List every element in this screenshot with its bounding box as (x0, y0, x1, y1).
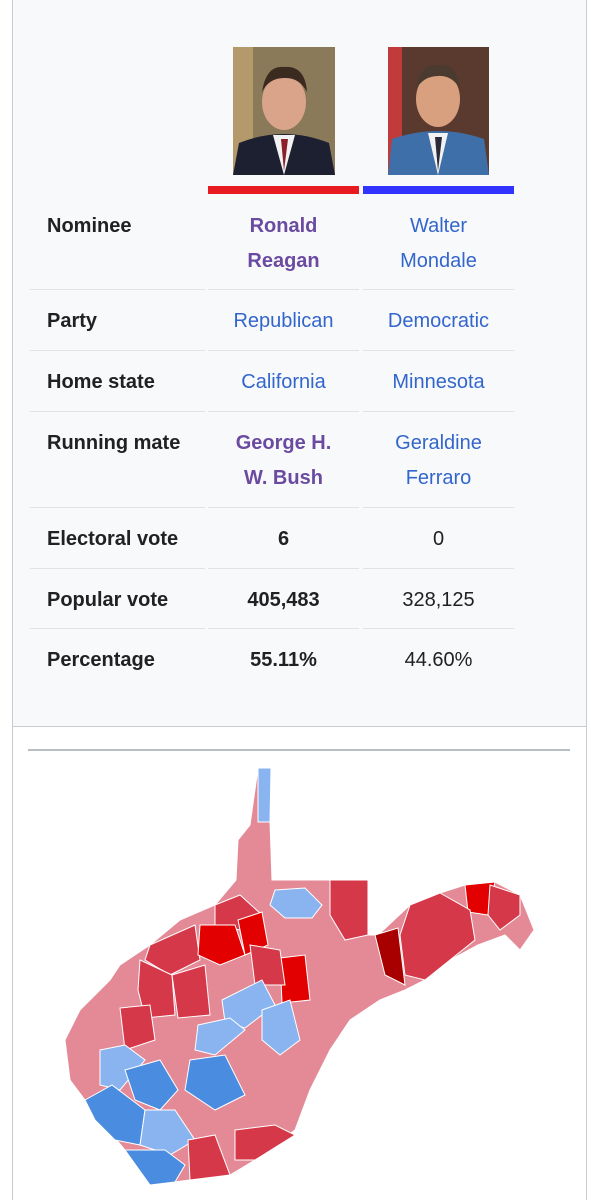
map-section (12, 727, 587, 1200)
cell-value: 0 (363, 508, 514, 569)
cell-value[interactable]: Democratic (363, 290, 514, 351)
cell-value[interactable]: Ronald Reagan (208, 200, 359, 290)
row-label: Party (30, 290, 205, 351)
cell-value[interactable]: Geraldine Ferraro (363, 412, 514, 508)
mondale-photo[interactable] (388, 47, 489, 175)
reagan-photo[interactable] (233, 47, 335, 175)
cell-value[interactable]: Walter Mondale (363, 200, 514, 290)
row-label: Popular vote (30, 569, 205, 629)
cell-value[interactable]: George H. W. Bush (208, 412, 359, 508)
row-label: Electoral vote (30, 508, 205, 569)
cell-value: 55.11% (250, 649, 317, 671)
republican-bar (208, 186, 359, 194)
democratic-bar (363, 186, 514, 194)
cell-value[interactable]: Minnesota (363, 351, 514, 412)
cell-value[interactable]: California (208, 351, 359, 412)
cell-value: 44.60% (404, 649, 473, 671)
row-label: Home state (30, 351, 205, 412)
row-label: Running mate (30, 412, 205, 508)
cell-value: 405,483 (208, 569, 359, 629)
row-label: Percentage (47, 649, 155, 671)
county-map[interactable] (0, 740, 591, 1200)
cell-value: 328,125 (363, 569, 514, 629)
cell-value[interactable]: Republican (208, 290, 359, 351)
row-label: Nominee (30, 200, 205, 290)
cell-value: 6 (208, 508, 359, 569)
